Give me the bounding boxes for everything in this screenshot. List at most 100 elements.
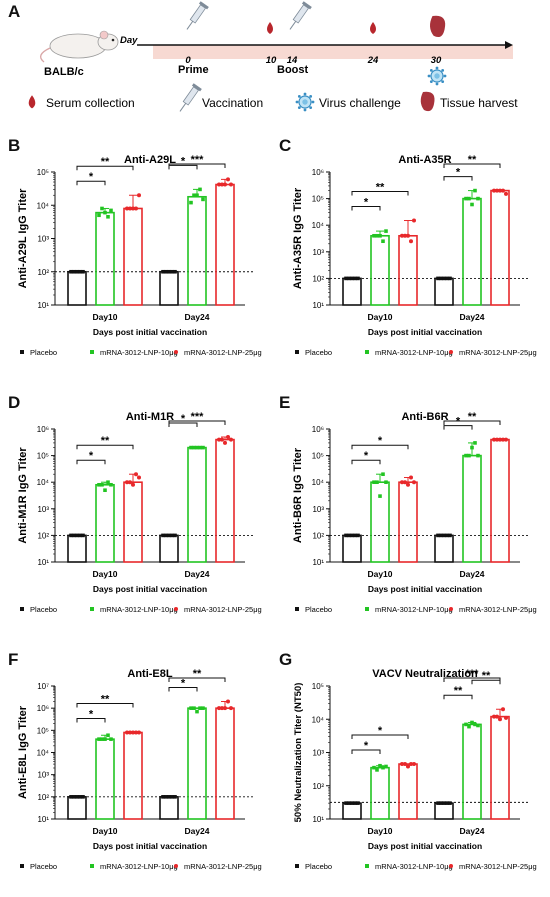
data-point (403, 233, 407, 238)
x-tick-label: Day24 (184, 312, 209, 322)
panel-letter-e: E (279, 393, 291, 412)
data-point (492, 714, 496, 719)
significance-bracket (168, 163, 226, 168)
data-point (69, 795, 73, 799)
bar (187, 195, 207, 306)
data-point (403, 762, 407, 767)
bar (434, 802, 454, 820)
legend-label: mRNA-3012-LNP-25μg (184, 605, 262, 614)
data-point (217, 437, 221, 442)
data-point (97, 737, 101, 741)
x-tick-label: Day24 (184, 569, 209, 579)
timeline-day-label: 14 (287, 55, 298, 66)
bar (370, 766, 390, 820)
bar (342, 277, 362, 306)
data-point (372, 233, 376, 238)
syringe-icon (186, 1, 209, 30)
significance-label: ** (101, 693, 110, 705)
data-point (439, 276, 443, 281)
y-tick-label: 10⁶ (37, 704, 49, 713)
data-point (81, 533, 85, 538)
y-tick-label: 10³ (37, 505, 49, 514)
y-tick-label: 10⁵ (312, 682, 324, 691)
data-point (356, 276, 360, 281)
significance-label: * (378, 435, 383, 447)
significance-label: * (364, 450, 369, 462)
y-tick-label: 10⁵ (312, 195, 324, 204)
legend-marker (20, 864, 24, 868)
legend-marker (295, 864, 299, 868)
data-point (167, 533, 171, 538)
data-point (436, 533, 440, 538)
legend-label: Tissue harvest (440, 96, 518, 110)
panel-letter-d: D (8, 393, 21, 412)
data-point (173, 533, 177, 538)
chart-panel: Anti-M1R Anti-M1R IgG Titer 10¹ 10² 10³ 10⁴ 10… (17, 411, 262, 614)
legend-label: Placebo (30, 605, 57, 614)
chart-panel: Anti-A29L Anti-A29L IgG Titer 10¹ 10² 10³ 10⁴… (17, 154, 262, 357)
legend-marker (90, 607, 94, 611)
tissue-icon (420, 91, 435, 112)
significance-bracket (443, 176, 473, 181)
data-point (128, 480, 132, 485)
y-tick-label: 10⁶ (37, 425, 49, 434)
x-axis-label: Days post initial vaccination (368, 584, 482, 594)
significance-bracket (168, 422, 198, 428)
data-point (223, 706, 227, 711)
data-point (350, 276, 354, 281)
legend-label: Serum collection (46, 96, 135, 110)
data-point (347, 801, 351, 805)
legend-label: Placebo (30, 862, 57, 871)
data-point (498, 437, 502, 442)
significance-label: *** (466, 668, 480, 680)
bar (123, 731, 143, 820)
significance-label: * (89, 450, 94, 462)
legend-marker (295, 607, 299, 611)
data-point (400, 480, 404, 485)
timeline-day-label: 30 (431, 55, 442, 66)
x-axis-label: Days post initial vaccination (93, 841, 207, 851)
legend-marker (90, 864, 94, 868)
data-point (72, 795, 76, 799)
y-tick-label: 10³ (312, 248, 324, 257)
significance-label: * (89, 171, 94, 183)
legend-marker (365, 350, 369, 354)
data-point (375, 480, 379, 484)
x-tick-label: Day10 (367, 826, 392, 836)
data-point (467, 196, 471, 201)
significance-bracket (76, 459, 106, 465)
data-point (353, 276, 357, 281)
x-tick-label: Day24 (184, 826, 209, 836)
timeline-arrowhead (505, 41, 513, 49)
y-tick-label: 10¹ (37, 301, 49, 310)
chart-title: Anti-E8L (127, 668, 173, 680)
data-point (406, 482, 410, 487)
data-point (470, 445, 474, 450)
bar (398, 763, 418, 820)
y-tick-label: 10² (312, 274, 324, 283)
data-point (378, 233, 382, 238)
legend-label: mRNA-3012-LNP-25μg (459, 348, 537, 357)
data-point (106, 733, 110, 738)
data-point (109, 737, 113, 741)
y-axis-label: Anti-M1R IgG Titer (17, 447, 29, 544)
significance-label: * (364, 740, 369, 752)
y-axis-label: 50% Neutralization Titer (NT50) (293, 683, 304, 823)
data-point (195, 193, 199, 198)
data-point (356, 533, 360, 538)
significance-bracket (76, 702, 134, 708)
panel-letter-g: G (279, 650, 293, 669)
y-tick-label: 10⁴ (312, 221, 325, 230)
data-point (409, 762, 413, 767)
bar (95, 211, 115, 306)
data-point (436, 801, 440, 805)
prime-label: Prime (178, 64, 209, 76)
bar (159, 270, 179, 306)
significance-label: * (181, 677, 186, 689)
data-point (436, 276, 440, 281)
significance-label: ** (468, 154, 477, 166)
data-point (220, 437, 224, 442)
significance-bracket (443, 677, 501, 682)
bar (215, 183, 235, 306)
y-tick-label: 10⁴ (312, 478, 325, 487)
